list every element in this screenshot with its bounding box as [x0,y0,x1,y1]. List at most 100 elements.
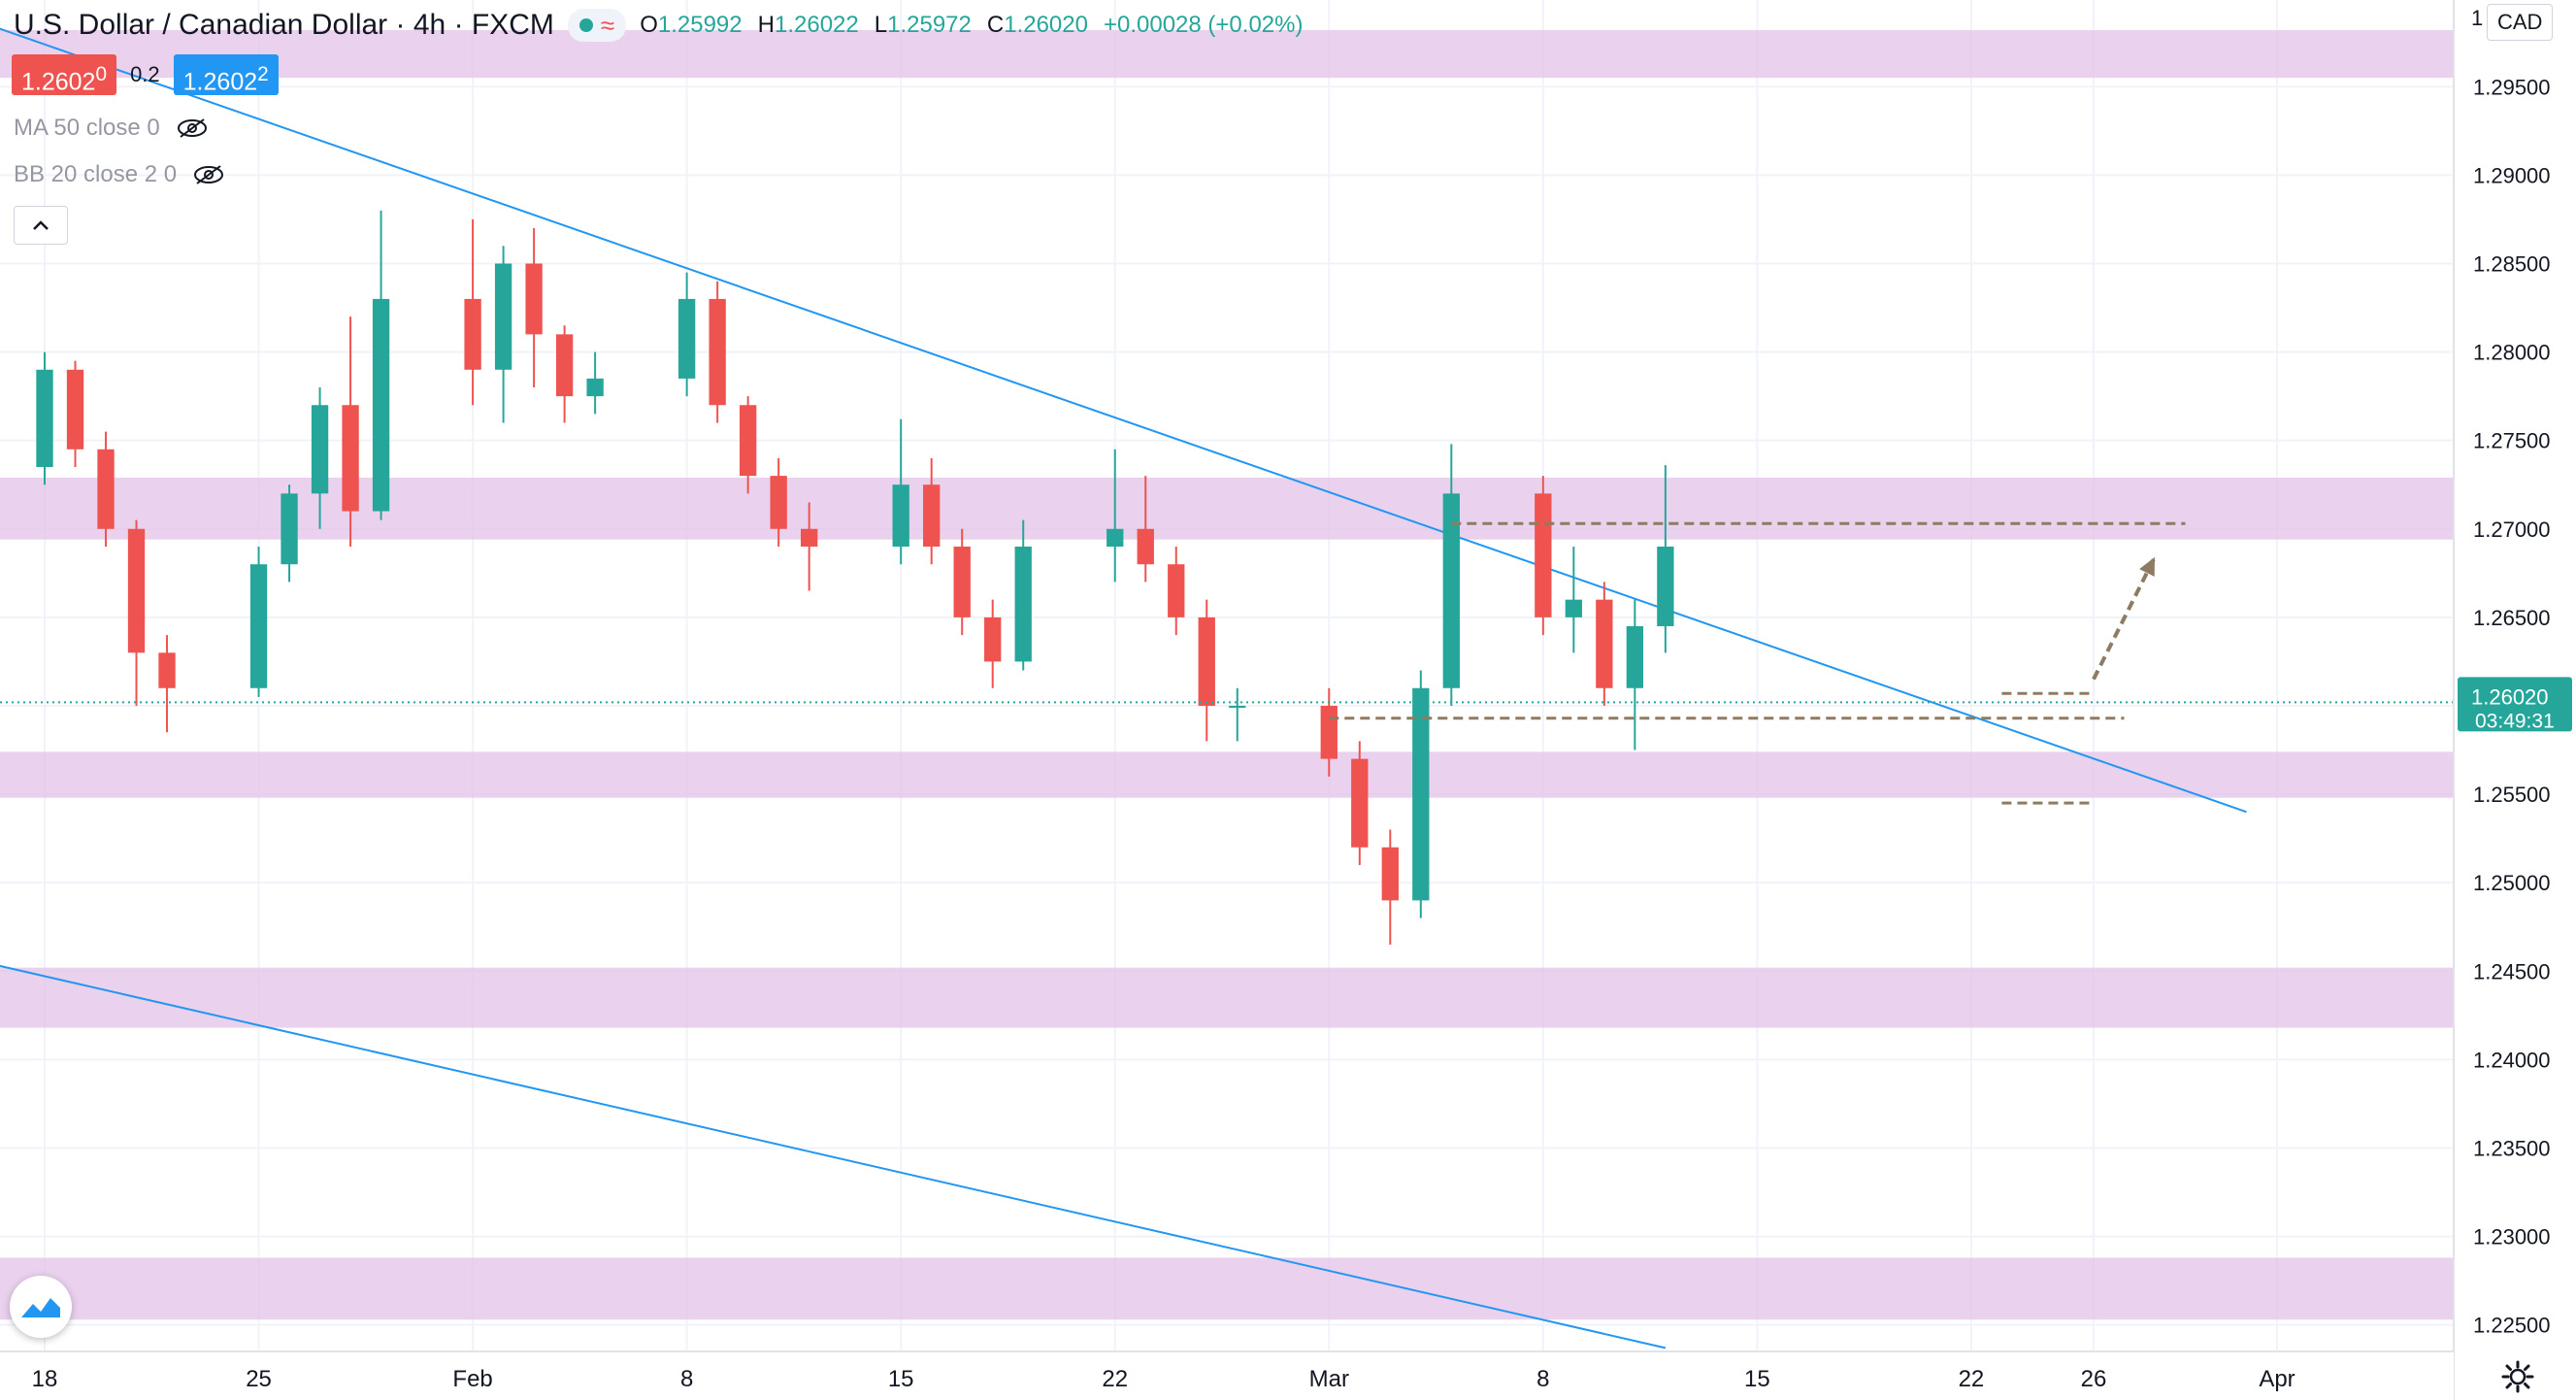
price-tick-label: 1.25000 [2473,871,2551,895]
price-tick-label: 1.29000 [2473,163,2551,187]
close-value: 1.26020 [1004,12,1088,38]
candle-body [494,263,512,370]
eye-off-icon[interactable] [192,164,225,185]
candle [1014,519,1032,671]
gear-icon[interactable] [2500,1359,2535,1394]
candle-body [739,405,757,477]
time-axis-background [0,1351,2454,1400]
time-tick-label: 25 [246,1366,272,1392]
candle-body [892,484,909,547]
candle [739,396,757,494]
candle-body [1626,625,1644,688]
countdown-label: 03:49:31 [2475,710,2555,732]
currency-button[interactable]: CAD [2487,4,2554,41]
arrow-head [2139,556,2155,577]
symbol-legend: U.S. Dollar / Canadian Dollar · 4h · FXC… [14,6,1303,45]
candle-body [36,369,53,468]
candle [984,599,1002,688]
current-price-label: 1.26020 [2471,684,2549,709]
candle [249,546,268,697]
trendline [0,27,2247,814]
candle [464,218,481,406]
candle-body [1014,546,1032,662]
candle [311,387,329,529]
tradingview-logo-icon[interactable] [10,1276,72,1338]
candle [158,635,176,733]
candle-body [1168,564,1185,617]
open-key: O [640,12,658,38]
chevron-up-icon [33,220,49,230]
change-value: +0.00028 (+0.02%) [1103,12,1304,38]
trade-buttons: 1.26020 0.2 1.26022 [12,54,279,95]
candle [494,246,512,423]
price-tick-label: 1.26500 [2473,606,2551,630]
ohlc-values: O1.25992 H1.26022 L1.25972 C1.26020 +0.0… [640,12,1303,39]
time-tick-label: 8 [680,1366,693,1392]
candle-body [1381,847,1399,901]
candle-body [1412,687,1430,901]
candle [1198,599,1215,742]
price-tick-label: 1.22500 [2473,1314,2551,1338]
time-tick-label: 15 [1744,1366,1770,1392]
candle-body [1565,599,1583,617]
buy-button[interactable]: 1.26022 [173,54,279,95]
candle [66,360,84,468]
market-status[interactable]: ≈ [567,9,627,42]
time-tick-label: 22 [1959,1366,1985,1392]
candle [1381,829,1399,945]
candle [953,528,971,636]
candle-body [127,528,146,653]
candle [1442,444,1460,706]
price-tick-label: 1.23000 [2473,1225,2551,1250]
high-key: H [757,12,775,38]
price-tick-label: 1.28000 [2473,341,2551,365]
candle-body [1657,546,1674,626]
candle-body [984,617,1002,662]
candle [1229,687,1246,742]
collapse-legend-button[interactable] [14,206,68,245]
candle [1137,476,1154,583]
low-value: 1.25972 [887,12,972,38]
trendlines [0,27,2247,1350]
support-resistance-zones [0,29,2454,1320]
price-axis[interactable]: 1.29500 1.29000 1.28500 1.28000 1.27500 1.270… [2453,0,2576,1400]
low-key: L [874,12,888,38]
indicator-label: MA 50 close 0 [14,115,160,141]
wave-icon: ≈ [600,11,615,40]
candle-body [372,298,390,512]
indicator-ma[interactable]: MA 50 close 0 [14,115,209,142]
price-tick-label: 1.29500 [2473,75,2551,99]
candle [1168,546,1185,636]
price-tick-label: 1.27000 [2473,517,2551,542]
candle [281,484,298,583]
candle [586,351,604,415]
candle [892,418,909,565]
time-tick-label: 18 [32,1366,58,1392]
candle [801,502,818,591]
candle [372,210,390,520]
interval[interactable]: 4h [413,9,446,41]
price-tick-label: 1.24500 [2473,959,2551,983]
candle-body [158,652,176,688]
candle [525,228,543,388]
time-tick-label: 26 [2081,1366,2107,1392]
candle [709,281,726,423]
candle-body [1137,528,1154,565]
trendline [0,964,1667,1350]
candle-body [1229,705,1246,708]
time-tick-label: Feb [452,1366,492,1392]
candle-body [97,449,115,529]
candle-body [311,405,329,494]
candle-body [923,484,941,547]
indicator-bb[interactable]: BB 20 close 2 0 [14,161,225,188]
candle-body [770,476,787,529]
price-tick-label: 1.24000 [2473,1048,2551,1072]
candle-body [1106,528,1124,547]
candle [1412,670,1430,918]
sell-button[interactable]: 1.26020 [12,54,117,95]
candle [555,325,574,423]
eye-off-icon[interactable] [176,117,209,139]
time-axis[interactable]: 18 25 Feb 8 15 22 Mar 8 15 22 26 Apr [0,1350,2454,1400]
